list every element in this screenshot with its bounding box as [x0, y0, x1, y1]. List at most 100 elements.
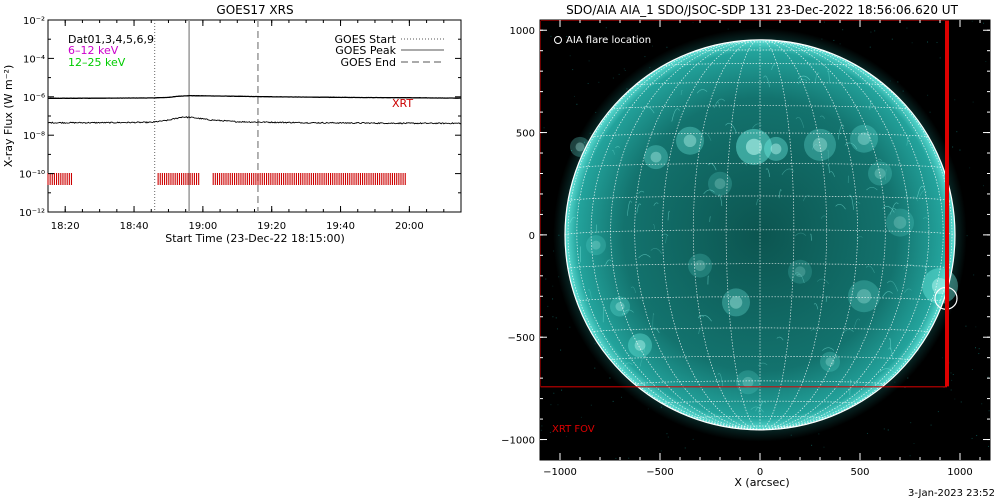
noise-pixel [588, 60, 590, 62]
loop-stroke [755, 407, 760, 412]
active-region-glow [886, 208, 914, 237]
noise-pixel [818, 433, 820, 435]
loop-stroke [621, 309, 634, 316]
active-region-core [615, 302, 625, 312]
aia-image-layer [540, 20, 990, 460]
noise-pixel [647, 408, 649, 410]
loop-stroke [827, 70, 830, 83]
noise-pixel [580, 416, 582, 418]
loop-stroke [827, 164, 830, 173]
longitude-line [759, 39, 886, 431]
noise-pixel [573, 95, 575, 97]
loop-stroke [713, 98, 726, 109]
goes-xtick-label: 18:40 [120, 221, 149, 232]
longitude-line [759, 39, 858, 431]
loop-stroke [886, 280, 899, 292]
loop-stroke [696, 89, 708, 94]
loop-stroke [827, 149, 829, 162]
loop-stroke [892, 202, 899, 209]
noise-pixel [972, 101, 974, 103]
noise-pixel [615, 457, 617, 459]
aia-legend-circle-icon [554, 36, 562, 44]
noise-pixel [565, 435, 567, 437]
noise-pixel [870, 31, 872, 33]
latitude-line [634, 81, 886, 86]
loop-stroke [816, 278, 830, 285]
noise-pixel [965, 325, 967, 327]
goes-ylabel: X-ray Flux (W m⁻²) [2, 65, 15, 167]
noise-pixel [556, 328, 558, 330]
noise-pixel [866, 432, 868, 434]
noise-pixel [869, 46, 871, 48]
latitude-line [591, 132, 929, 138]
aia-ytick-label: 500 [516, 129, 535, 140]
loop-stroke [822, 347, 835, 351]
noise-pixel [971, 369, 973, 371]
noise-pixel [913, 443, 915, 445]
noise-pixel [623, 68, 625, 70]
loop-stroke [829, 171, 835, 177]
loop-stroke [636, 203, 642, 214]
goes-xlabel: Start Time (23-Dec-22 18:15:00) [165, 232, 345, 245]
noise-pixel [927, 94, 929, 96]
solar-limb [564, 39, 956, 431]
noise-pixel [954, 398, 956, 400]
noise-pixel [609, 377, 611, 379]
longitude-line [634, 39, 761, 431]
aia-panel: SDO/AIA AIA_1 SDO/JSOC-SDP 131 23-Dec-20… [501, 3, 991, 489]
aia-xtick-label: −500 [646, 467, 673, 478]
loop-stroke [849, 379, 852, 396]
noise-pixel [618, 73, 620, 75]
noise-pixel [941, 357, 943, 359]
loop-stroke [716, 101, 721, 108]
active-region-core [650, 151, 662, 163]
goes-ytick-label: 10⁻¹⁰ [19, 170, 45, 181]
goes-ytick-label: 10⁻⁴ [23, 54, 45, 65]
active-region-core [931, 277, 949, 295]
noise-pixel [937, 411, 939, 413]
goes-legend-start-label: GOES Start [335, 33, 397, 46]
loop-stroke [765, 168, 771, 178]
loop-stroke [866, 187, 878, 191]
loop-stroke [757, 362, 768, 367]
active-region-glow [850, 124, 878, 153]
noise-pixel [550, 404, 552, 406]
goes-xrs-panel: GOES17 XRS 10⁻² 10⁻⁴ 10⁻⁶ 10⁻⁸ 10⁻¹⁰ 10⁻¹² 18:… [2, 3, 462, 245]
noise-pixel [982, 185, 984, 187]
loop-stroke [638, 254, 651, 259]
noise-pixel [939, 57, 941, 59]
loop-stroke [627, 200, 632, 216]
loop-stroke [841, 329, 854, 336]
loop-stroke [795, 117, 805, 129]
noise-pixel [590, 404, 592, 406]
xrt-coverage-bars [47, 173, 406, 185]
aia-xtick-label: 0 [757, 467, 763, 478]
loop-stroke [853, 202, 861, 205]
loop-stroke [776, 336, 784, 341]
active-region-glow [736, 370, 760, 395]
latitude-line [567, 195, 953, 202]
noise-pixel [594, 367, 596, 369]
noise-pixel [985, 61, 987, 63]
loop-stroke [740, 162, 747, 166]
loop-stroke [919, 190, 927, 197]
active-region-glow [848, 280, 880, 313]
noise-pixel [969, 167, 971, 169]
noise-pixel [981, 403, 983, 405]
loop-stroke [879, 368, 895, 373]
goes-xtick-label: 18:20 [51, 221, 80, 232]
noise-pixel [987, 376, 989, 378]
noise-pixel [951, 379, 953, 381]
loop-stroke [638, 190, 645, 194]
noise-pixel [966, 235, 968, 237]
longitude-line [759, 39, 930, 431]
loop-stroke [812, 144, 818, 150]
loop-stroke [771, 64, 776, 70]
loop-stroke [752, 123, 762, 129]
loop-stroke [671, 108, 680, 122]
noise-pixel [954, 99, 956, 101]
active-region-core [729, 296, 743, 309]
loop-stroke [853, 318, 861, 329]
noise-pixel [874, 30, 876, 32]
loop-stroke [791, 272, 801, 283]
